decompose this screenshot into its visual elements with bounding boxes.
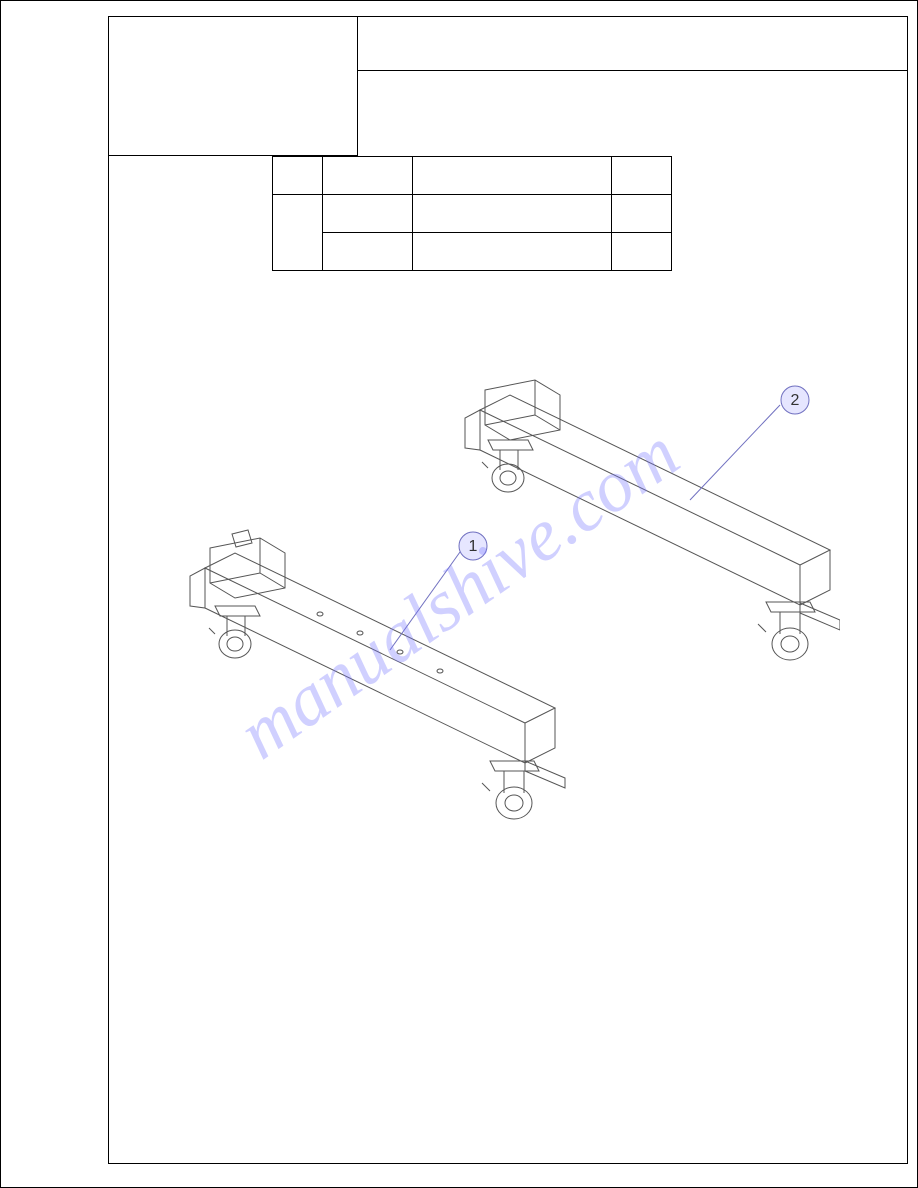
col-desc	[412, 157, 611, 195]
assembly-diagram: 1 2	[140, 320, 840, 820]
callout-1-label: 1	[469, 538, 478, 555]
bar-front	[190, 530, 565, 819]
parts-table	[272, 156, 672, 271]
col-item	[273, 157, 323, 195]
table-row	[273, 233, 672, 271]
callout-2: 2	[781, 386, 809, 414]
table-header-row	[273, 157, 672, 195]
table-row	[273, 195, 672, 233]
title-block	[108, 16, 358, 156]
header-rule	[276, 70, 908, 71]
bar-rear	[465, 380, 840, 660]
callout-2-label: 2	[791, 392, 800, 409]
callout-1: 1	[459, 532, 487, 560]
col-part	[322, 157, 412, 195]
col-qty	[612, 157, 672, 195]
